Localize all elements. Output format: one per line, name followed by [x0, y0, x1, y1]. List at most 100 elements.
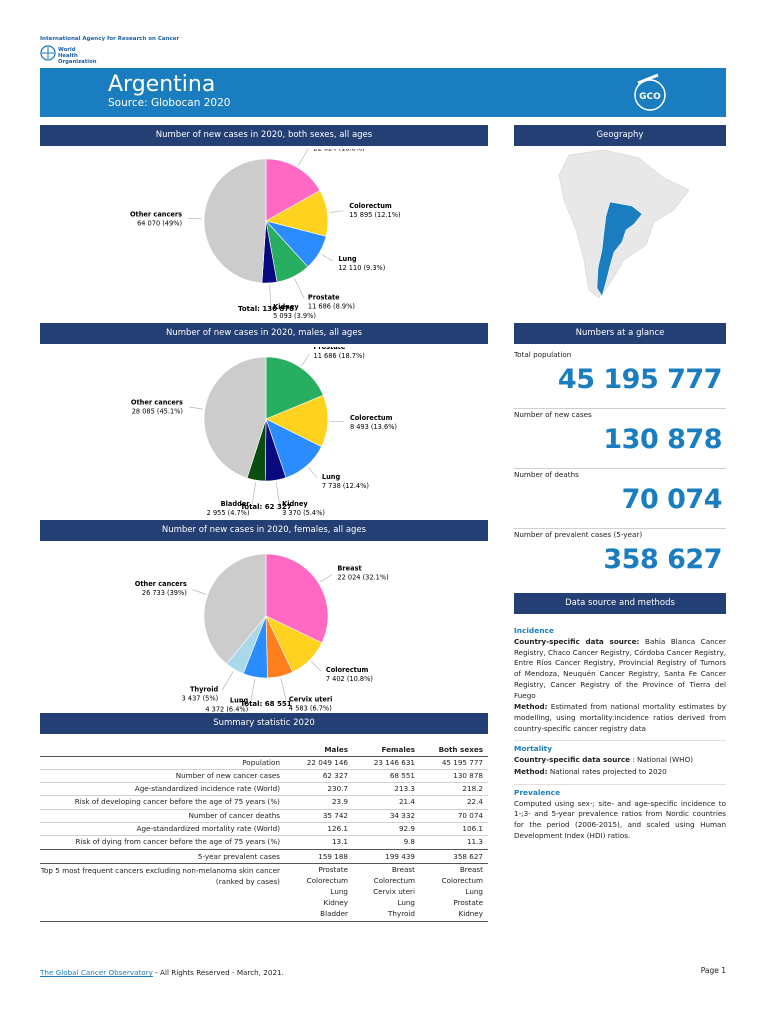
top5-item: Prostate	[318, 865, 348, 874]
leader-line	[251, 482, 257, 504]
slice-name: Colorectum	[350, 414, 393, 422]
leader-line	[250, 678, 256, 701]
cell-value: 213.3	[394, 784, 415, 793]
top5-item: Lung	[397, 898, 415, 907]
row-line	[40, 782, 488, 783]
gco-text: GCO	[639, 92, 661, 102]
section-title: Geography	[514, 125, 726, 146]
pie-slice	[265, 394, 329, 448]
cell-value: 23.9	[331, 797, 348, 806]
slice-name: Thyroid	[190, 685, 219, 693]
who-name: World Health Organization	[58, 47, 97, 65]
top5-item: Lung	[330, 887, 348, 896]
slice-value: 28 085 (45.1%)	[132, 407, 183, 415]
leader-line	[301, 353, 310, 366]
method-label: Country-specific data source:	[514, 637, 640, 646]
cell-value: 11.3	[466, 837, 483, 846]
leader-line	[298, 149, 309, 166]
cell-value: 70 074	[457, 811, 483, 820]
glance-value: 130 878	[603, 424, 722, 455]
leader-line	[280, 678, 287, 700]
rule	[40, 921, 488, 922]
org-name: International Agency for Research on Can…	[40, 36, 180, 42]
slice-value: 3 437 (5%)	[182, 694, 219, 702]
slice-name: Lung	[230, 697, 249, 705]
cell-value: 159 188	[318, 852, 348, 861]
slice-value: 11 686 (8.9%)	[308, 303, 355, 311]
country-title: Argentina	[108, 72, 216, 97]
row-line	[40, 809, 488, 810]
cell-value: 9.8	[403, 837, 415, 846]
top5-item: Breast	[391, 865, 415, 874]
slice-value: 5 093 (3.9%)	[273, 312, 316, 319]
row-label: Age-standardized incidence rate (World)	[134, 784, 280, 793]
column-header: Males	[324, 745, 348, 754]
row-line	[40, 769, 488, 770]
column-header: Females	[381, 745, 415, 754]
glance-value: 70 074	[621, 484, 723, 515]
leader-line	[310, 661, 322, 672]
method-heading: Prevalence	[514, 783, 726, 797]
leader-line	[320, 253, 334, 262]
top5-item: Cervix uteri	[373, 887, 415, 896]
section-title: Numbers at a glance	[514, 323, 726, 344]
footer: The Global Cancer Observatory - All Righ…	[40, 968, 284, 977]
slice-name: Bladder	[221, 500, 251, 508]
rule	[40, 863, 488, 864]
slice-name: Other cancers	[135, 580, 187, 588]
top5-item: Colorectum	[441, 876, 483, 885]
rule	[40, 756, 488, 757]
row-label: Population	[242, 758, 280, 767]
page-number: Page 1	[700, 966, 726, 975]
leader-line	[294, 278, 305, 299]
cell-value: 23 146 631	[373, 758, 415, 767]
footer-link[interactable]: The Global Cancer Observatory	[40, 968, 153, 977]
row-label: 5-year prevalent cases	[197, 852, 280, 861]
top5-item: Colorectum	[373, 876, 415, 885]
slice-name: Lung	[338, 255, 357, 263]
glance-label: Number of new cases	[514, 410, 592, 419]
cell-value: 199 439	[385, 852, 415, 861]
cell-value: 45 195 777	[441, 758, 483, 767]
method-body: : National (WHO)	[632, 755, 694, 765]
slice-value: 8 493 (13.6%)	[350, 423, 397, 431]
pie-total: Total: 130 878	[238, 305, 294, 313]
glance-label: Number of prevalent cases (5-year)	[514, 530, 643, 539]
cell-value: 22 049 146	[306, 758, 348, 767]
slice-value: 7 738 (12.4%)	[322, 482, 369, 490]
top5-item: Kidney	[323, 898, 348, 907]
slice-name: Cervix uteri	[289, 696, 333, 704]
pie-slice	[265, 158, 321, 222]
cell-value: 106.1	[462, 824, 483, 833]
row-label: Number of cancer deaths	[188, 811, 280, 820]
top5-item: Breast	[459, 865, 483, 874]
slice-value: 15 895 (12.1%)	[349, 211, 400, 219]
rule	[40, 849, 488, 850]
cell-value: 21.4	[398, 797, 415, 806]
glance-label: Number of deaths	[514, 470, 579, 479]
method-body: National rates projected to 2020	[549, 767, 667, 777]
leader-line	[192, 589, 206, 595]
pie-slice	[265, 356, 324, 420]
slice-value: 64 070 (49%)	[137, 219, 182, 227]
pie-total: Total: 68 551	[240, 700, 291, 708]
slice-value: 11 686 (18.7%)	[314, 352, 365, 360]
banner	[40, 68, 726, 117]
top5-item: Colorectum	[306, 876, 348, 885]
argentina	[596, 201, 643, 297]
row-label: Risk of developing cancer before the age…	[74, 797, 280, 806]
footer-text: - All Rights Reserved - March, 2021.	[152, 968, 284, 977]
slice-value: 4 583 (6.7%)	[289, 705, 332, 713]
slice-name: Breast	[337, 564, 361, 572]
slice-value: 2 955 (4.7%)	[207, 509, 250, 517]
cell-value: 230.7	[327, 784, 348, 793]
subtitle: Source: Globocan 2020	[108, 97, 231, 109]
cell-value: 130 878	[453, 771, 483, 780]
slice-name: Other cancers	[130, 210, 182, 218]
gco-logo: GCO	[634, 73, 666, 111]
chart-title: Number of new cases in 2020, males, all …	[40, 323, 488, 344]
who-logo	[40, 45, 56, 61]
leader-line	[329, 210, 344, 213]
